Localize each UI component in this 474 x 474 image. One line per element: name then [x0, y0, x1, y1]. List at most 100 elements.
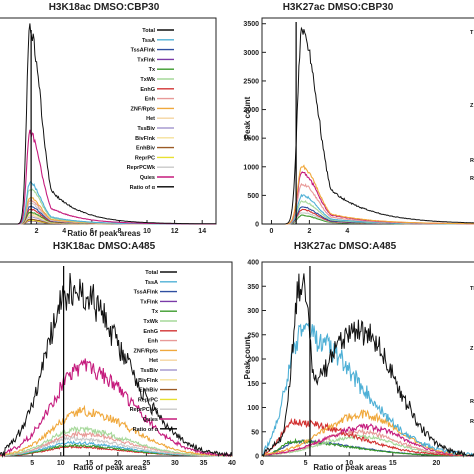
x-tick-label: 8: [117, 228, 121, 235]
series-line-total: [262, 26, 474, 225]
x-tick-label: 10: [57, 460, 65, 467]
series-line-quies: [261, 423, 474, 457]
legend-label-tssbiv: TssBiv: [140, 368, 159, 374]
y-tick-label: 50: [251, 429, 259, 436]
legend-label-het: Het: [149, 358, 158, 364]
legend-label-tx: Tx: [149, 67, 156, 73]
y-tick-label: 2500: [243, 78, 259, 85]
y-tick-label: 350: [247, 284, 259, 291]
legend-label-reprpc: ReprPC: [135, 155, 155, 161]
legend-label-tssaflnk: TssAFlnk: [131, 48, 156, 54]
panel-2-ylabel: Peak count: [243, 96, 252, 139]
y-tick-label: 400: [247, 260, 259, 267]
series-line-tssa: [0, 180, 216, 225]
y-tick-label: 0: [255, 222, 259, 229]
legend-label-cut: Re: [470, 158, 474, 164]
legend-label-enhg: EnhG: [143, 329, 158, 335]
x-tick-label: 5: [304, 460, 308, 467]
legend-label-txwk: TxWk: [140, 77, 156, 83]
y-tick-label: 250: [247, 332, 259, 339]
legend-label-tssbiv: TssBiv: [137, 126, 156, 132]
legend-label-txflnk: TxFlnk: [140, 299, 159, 305]
series-line-znf-rpts: [0, 404, 233, 457]
legend-label-enh: Enh: [148, 339, 159, 345]
panel-4-xlabel: Ratio of peak areas: [313, 463, 387, 472]
x-tick-label: 5: [30, 460, 34, 467]
legend-label-total: Total: [145, 270, 158, 276]
x-tick-label: 2: [35, 228, 39, 235]
series-line-znf-rpts: [262, 164, 474, 225]
legend-label-cut: Ra: [470, 419, 474, 425]
panel-2-frame: [261, 17, 474, 225]
y-tick-label: 0: [255, 454, 259, 461]
panel-3-frame: [0, 261, 233, 457]
y-tick-label: 100: [247, 405, 259, 412]
legend-label-enhbiv: EnhBiv: [139, 388, 159, 394]
x-tick-label: 15: [85, 460, 93, 467]
panel-3: 5 10 15 20 25 30 35 40 Total TssA TssAFlnk TxFlnk Tx…: [0, 261, 236, 467]
x-tick-label: 30: [171, 460, 179, 467]
legend-label-ratio-of: Ratio of α: [133, 427, 159, 433]
series-line-total: [261, 273, 474, 458]
panel-1-title: H3K18ac DMSO:CBP30: [49, 2, 160, 13]
x-tick-label: 35: [200, 460, 208, 467]
y-tick-label: 1000: [243, 164, 259, 171]
legend-label-reprpc: ReprPC: [138, 397, 158, 403]
series-line-txwk: [0, 425, 233, 457]
legend-label-enhbiv: EnhBiv: [136, 146, 156, 152]
panel-2: 0 2 4 0 500 1000 1500 2000 2500 3000 3500 T Z Re Ra: [243, 17, 474, 235]
legend-label-tssaflnk: TssAFlnk: [134, 290, 159, 296]
legend-label-cut: Th: [470, 286, 474, 292]
legend-label-bivflnk: BivFlnk: [138, 378, 159, 384]
series-line-enhg: [261, 417, 474, 457]
x-tick-label: 0: [270, 228, 274, 235]
y-tick-label: 3500: [243, 21, 259, 28]
x-tick-label: 14: [198, 228, 206, 235]
legend-label-tssa: TssA: [142, 38, 155, 44]
series-line-total: [0, 23, 217, 225]
legend-label-quies: Quies: [143, 417, 158, 423]
legend-label-enhg: EnhG: [140, 87, 155, 93]
legend-label-cut: Re: [470, 399, 474, 405]
panel-3-xlabel: Ratio of peak areas: [73, 463, 147, 472]
panel-4-ylabel: Peak count: [243, 336, 252, 379]
x-tick-label: 20: [114, 460, 122, 467]
panel-4: 05101520050100150200250300350400ThZReRa: [247, 260, 474, 467]
y-tick-label: 2000: [243, 107, 259, 114]
x-tick-label: 20: [433, 460, 441, 467]
legend-label-ratio-of: Ratio of α: [130, 185, 156, 191]
x-tick-label: 2: [307, 228, 311, 235]
legend-label-bivflnk: BivFlnk: [135, 136, 156, 142]
legend-label-cut: Z: [470, 103, 474, 109]
panel-2-title: H3K27ac DMSO:CBP30: [283, 2, 394, 13]
legend-label-znf-rpts: ZNF/Rpts: [134, 348, 158, 354]
panel-4-title: H3K27ac DMSO:A485: [294, 241, 397, 252]
legend-label-total: Total: [142, 28, 155, 34]
y-tick-label: 150: [247, 381, 259, 388]
y-tick-label: 3000: [243, 50, 259, 57]
x-tick-label: 10: [143, 228, 151, 235]
y-tick-label: 200: [247, 357, 259, 364]
legend-label-reprpcwk: ReprPCWk: [130, 407, 159, 413]
panel-1-frame: [0, 17, 217, 225]
panel-1-xlabel: Ratio of peak areas: [67, 229, 141, 238]
x-tick-label: 0: [260, 460, 264, 467]
x-tick-label: 40: [228, 460, 236, 467]
x-tick-label: 12: [171, 228, 179, 235]
x-tick-label: 15: [389, 460, 397, 467]
series-line-quies: [0, 358, 233, 458]
y-tick-label: 1500: [243, 136, 259, 143]
x-tick-label: 4: [345, 228, 349, 235]
legend-label-enh: Enh: [145, 97, 156, 103]
legend-label-quies: Quies: [140, 175, 155, 181]
legend-label-cut: Ra: [470, 176, 474, 182]
x-tick-label: 10: [345, 460, 353, 467]
x-tick-label: 6: [90, 228, 94, 235]
y-tick-label: 300: [247, 308, 259, 315]
legend-label-cut: T: [470, 30, 474, 36]
legend-label-znf-rpts: ZNF/Rpts: [131, 106, 155, 112]
legend-label-txwk: TxWk: [143, 319, 159, 325]
panel-3-title: H3K18ac DMSO:A485: [53, 241, 156, 252]
series-line-tssa: [261, 322, 474, 458]
